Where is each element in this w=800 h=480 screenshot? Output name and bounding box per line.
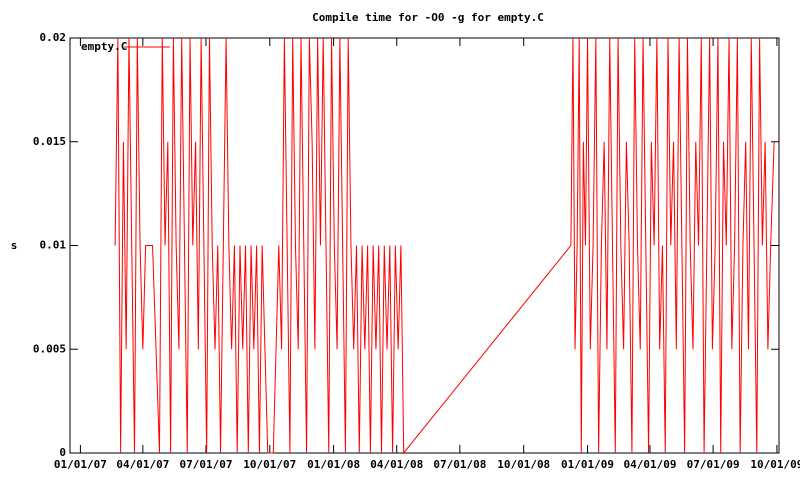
y-tick-label: 0 bbox=[59, 446, 66, 459]
x-tick-label: 04/01/09 bbox=[623, 458, 676, 471]
y-tick-label: 0.005 bbox=[33, 342, 66, 355]
x-tick-label: 07/01/09 bbox=[687, 458, 740, 471]
y-axis-label: s bbox=[11, 239, 18, 252]
y-tick-label: 0.015 bbox=[33, 135, 66, 148]
x-tick-label: 07/01/08 bbox=[433, 458, 486, 471]
x-tick-label: 10/01/09 bbox=[750, 458, 800, 471]
x-tick-label: 01/01/09 bbox=[561, 458, 614, 471]
chart-title: Compile time for -O0 -g for empty.C bbox=[312, 11, 544, 24]
legend-label: empty.C bbox=[81, 40, 127, 53]
series-line bbox=[114, 37, 775, 455]
x-tick-label: 10/01/08 bbox=[497, 458, 550, 471]
x-tick-label: 04/01/08 bbox=[370, 458, 423, 471]
x-tick-label: 10/01/07 bbox=[243, 458, 296, 471]
y-tick-label: 0.01 bbox=[40, 239, 67, 252]
x-tick-label: 01/01/08 bbox=[307, 458, 360, 471]
x-tick-label: 01/01/07 bbox=[54, 458, 107, 471]
y-tick-label: 0.02 bbox=[40, 31, 67, 44]
x-tick-label: 04/01/07 bbox=[116, 458, 169, 471]
x-tick-label: 07/01/07 bbox=[179, 458, 232, 471]
